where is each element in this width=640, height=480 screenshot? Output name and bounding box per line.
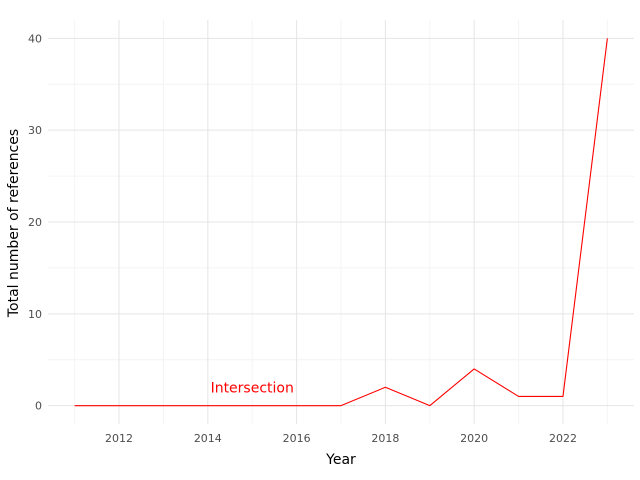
x-tick-label: 2012: [105, 432, 133, 445]
series-layer: [74, 38, 608, 407]
annotation-label: Intersection: [211, 380, 294, 396]
y-axis-title: Total number of references: [6, 129, 22, 318]
x-tick-label: 2016: [283, 432, 311, 445]
y-tick-label: 0: [35, 400, 42, 413]
x-tick-label: 2018: [371, 432, 399, 445]
y-tick-label: 30: [28, 124, 42, 137]
annotations: Intersection: [211, 380, 294, 396]
y-axis-ticks: 0 10 20 30 40: [28, 32, 42, 412]
series-line-0: [74, 38, 608, 407]
y-tick-label: 40: [28, 32, 42, 45]
x-tick-label: 2020: [460, 432, 488, 445]
y-tick-label: 10: [28, 308, 42, 321]
x-axis-title: Year: [325, 452, 356, 468]
x-tick-label: 2022: [549, 432, 577, 445]
y-tick-label: 20: [28, 216, 42, 229]
x-tick-label: 2014: [194, 432, 222, 445]
x-axis-ticks: 2012 2014 2016 2018 2020 2022: [105, 432, 577, 445]
grid: [48, 20, 634, 424]
